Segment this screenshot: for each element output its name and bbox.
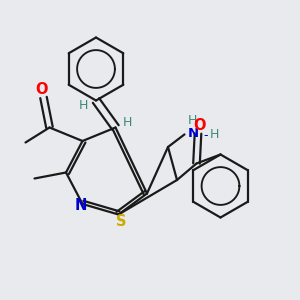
Text: N: N xyxy=(187,127,199,140)
Text: -: - xyxy=(204,129,208,142)
Text: O: O xyxy=(193,118,206,133)
Text: O: O xyxy=(35,82,47,97)
Text: H: H xyxy=(79,99,88,112)
Text: N: N xyxy=(75,198,87,213)
Text: H: H xyxy=(210,128,219,142)
Text: S: S xyxy=(116,214,126,230)
Text: H: H xyxy=(123,116,132,129)
Text: H: H xyxy=(188,114,198,128)
